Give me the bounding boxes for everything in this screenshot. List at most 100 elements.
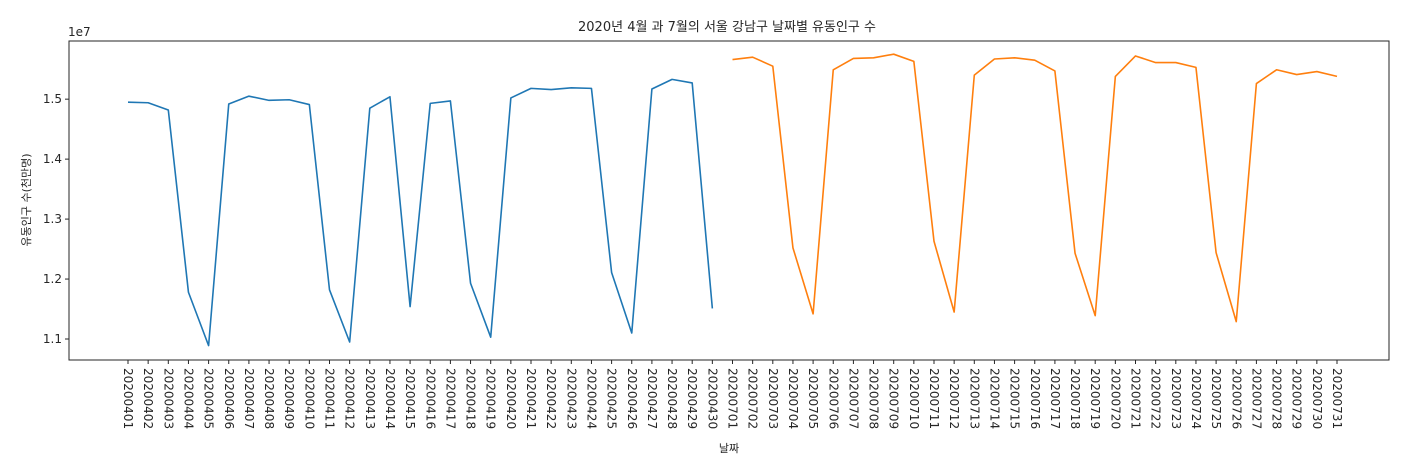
data-point <box>329 289 331 291</box>
x-tick-label: 20200730 <box>1310 368 1324 429</box>
data-point <box>409 306 411 308</box>
y-tick-label: 1.1 <box>43 332 62 346</box>
x-tick-label: 20200408 <box>262 368 276 429</box>
x-tick-label: 20200415 <box>403 368 417 429</box>
data-point <box>288 99 290 101</box>
x-tick-label: 20200727 <box>1249 368 1263 429</box>
data-point <box>389 96 391 98</box>
data-point <box>913 61 915 63</box>
data-point <box>1155 62 1157 64</box>
x-tick-label: 20200717 <box>1048 368 1062 429</box>
data-point <box>490 336 492 338</box>
data-point <box>530 88 532 90</box>
x-tick-label: 20200713 <box>967 368 981 429</box>
x-tick-label: 20200726 <box>1229 368 1243 429</box>
x-tick-label: 20200728 <box>1270 368 1284 429</box>
data-point <box>1014 57 1016 59</box>
data-point <box>1336 76 1338 78</box>
x-tick-label: 20200412 <box>343 368 357 429</box>
x-tick-label: 20200722 <box>1149 368 1163 429</box>
x-tick-label: 20200403 <box>161 368 175 429</box>
data-point <box>1296 74 1298 76</box>
x-tick-label: 20200407 <box>242 368 256 429</box>
x-tick-label: 20200723 <box>1169 368 1183 429</box>
x-tick-label: 20200710 <box>907 368 921 429</box>
x-tick-label: 20200729 <box>1290 368 1304 429</box>
x-tick-label: 20200405 <box>202 368 216 429</box>
data-point <box>853 58 855 60</box>
data-point <box>571 87 573 89</box>
y-tick-label: 1.4 <box>43 152 62 166</box>
data-point <box>1074 252 1076 254</box>
x-tick-label: 20200714 <box>987 368 1001 429</box>
x-tick-label: 20200409 <box>282 368 296 429</box>
data-point <box>591 88 593 90</box>
data-point <box>933 240 935 242</box>
data-point <box>752 56 754 58</box>
data-point <box>349 341 351 343</box>
y-axis-offset-label: 1e7 <box>68 25 91 39</box>
x-tick-label: 20200705 <box>806 368 820 429</box>
x-tick-label: 20200406 <box>222 368 236 429</box>
y-axis-label: 유동인구 수(천만명) <box>19 153 33 246</box>
data-point <box>268 100 270 102</box>
data-point <box>1175 62 1177 64</box>
x-tick-label: 20200708 <box>867 368 881 429</box>
plot-frame <box>68 40 1390 361</box>
data-point <box>1316 71 1318 73</box>
data-point <box>974 74 976 76</box>
data-point <box>1135 55 1137 57</box>
x-tick-label: 20200421 <box>524 368 538 429</box>
data-point <box>812 313 814 315</box>
data-point <box>1034 59 1036 61</box>
data-point <box>671 79 673 81</box>
x-tick-label: 20200410 <box>302 368 316 429</box>
x-tick-label: 20200731 <box>1330 368 1344 429</box>
x-tick-label: 20200419 <box>484 368 498 429</box>
x-tick-label: 20200429 <box>685 368 699 429</box>
x-tick-label: 20200719 <box>1088 368 1102 429</box>
data-point <box>188 291 190 293</box>
x-tick-label: 20200720 <box>1108 368 1122 429</box>
x-tick-label: 20200706 <box>826 368 840 429</box>
data-point <box>228 103 230 105</box>
x-tick-label: 20200724 <box>1189 368 1203 429</box>
data-point <box>1195 67 1197 69</box>
x-tick-label: 20200423 <box>564 368 578 429</box>
x-axis-label: 날짜 <box>719 442 739 455</box>
data-point <box>450 100 452 102</box>
data-point <box>1054 70 1056 72</box>
series-line-1 <box>127 78 714 347</box>
x-tick-label: 20200426 <box>625 368 639 429</box>
data-point <box>1215 252 1217 254</box>
data-point <box>631 332 633 334</box>
data-point <box>550 89 552 91</box>
data-point <box>1276 69 1278 71</box>
x-tick-label: 20200725 <box>1209 368 1223 429</box>
x-tick-label: 20200701 <box>726 368 740 429</box>
plot-area: 1.1 1.2 1.3 1.4 1.5 20200401 20200402 20200403 2… <box>43 53 1344 429</box>
chart-title: 2020년 4월 과 7월의 서울 강남구 날짜별 유동인구 수 <box>578 20 876 35</box>
data-point <box>470 282 472 284</box>
x-tick-label: 20200430 <box>705 368 719 429</box>
x-tick-label: 20200718 <box>1068 368 1082 429</box>
data-point <box>792 247 794 249</box>
data-point <box>611 272 613 274</box>
data-point <box>1256 83 1258 85</box>
y-tick-label: 1.3 <box>43 212 62 226</box>
x-tick-label: 20200704 <box>786 368 800 429</box>
data-point <box>1115 76 1117 78</box>
x-tick-label: 20200404 <box>181 368 195 429</box>
x-tick-label: 20200707 <box>846 368 860 429</box>
data-point <box>429 103 431 105</box>
x-tick-label: 20200716 <box>1028 368 1042 429</box>
data-point <box>127 101 129 103</box>
data-point <box>1235 321 1237 323</box>
data-point <box>712 308 714 310</box>
x-tick-label: 20200418 <box>464 368 478 429</box>
x-tick-label: 20200425 <box>605 368 619 429</box>
x-tick-label: 20200703 <box>766 368 780 429</box>
data-point <box>651 88 653 90</box>
x-tick-label: 20200721 <box>1129 368 1143 429</box>
